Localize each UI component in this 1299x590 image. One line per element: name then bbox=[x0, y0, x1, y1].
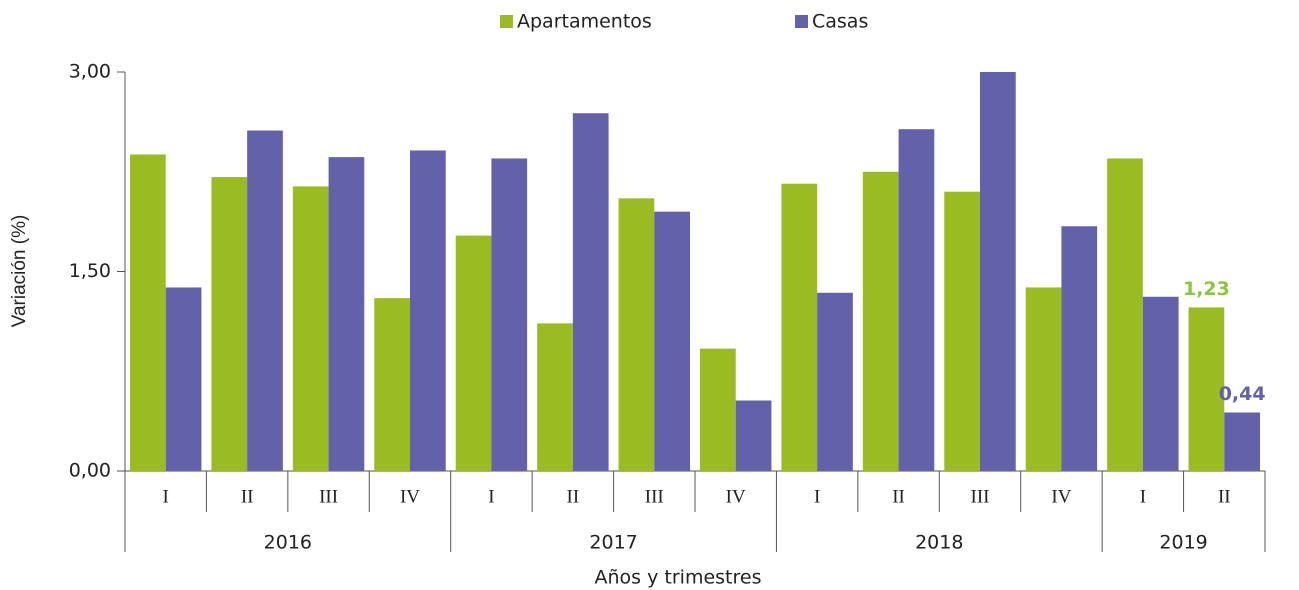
legend-label: Casas bbox=[812, 11, 868, 33]
bar bbox=[898, 129, 935, 471]
bar bbox=[1025, 287, 1062, 471]
bar bbox=[700, 348, 736, 471]
bar bbox=[735, 400, 772, 471]
bar bbox=[211, 177, 248, 471]
bar bbox=[944, 191, 980, 471]
x-tick-label: I bbox=[1140, 486, 1146, 507]
x-tick-label: IV bbox=[400, 486, 420, 507]
data-label: 1,23 bbox=[1183, 278, 1230, 300]
x-tick-label: I bbox=[814, 486, 820, 507]
legend-label: Apartamentos bbox=[517, 11, 652, 33]
bar bbox=[165, 287, 202, 471]
x-tick-label: III bbox=[645, 486, 664, 507]
bar bbox=[247, 130, 283, 471]
x-tick-label: IV bbox=[726, 486, 746, 507]
bar bbox=[781, 183, 818, 471]
bar bbox=[1142, 296, 1179, 471]
bar bbox=[1224, 412, 1260, 471]
bar bbox=[1061, 226, 1098, 471]
y-tick-label: 0,00 bbox=[69, 460, 111, 482]
x-tick-label: II bbox=[892, 486, 905, 507]
bar bbox=[618, 198, 655, 471]
bar bbox=[862, 171, 899, 471]
bar bbox=[374, 298, 410, 471]
group-label: 2017 bbox=[589, 532, 637, 554]
x-tick-label: I bbox=[488, 486, 494, 507]
legend-swatch bbox=[795, 15, 808, 28]
bar bbox=[410, 150, 446, 471]
bar bbox=[817, 292, 853, 471]
bar bbox=[491, 158, 528, 471]
bar bbox=[1188, 307, 1225, 471]
y-tick-label: 1,50 bbox=[69, 260, 111, 282]
group-label: 2016 bbox=[264, 532, 312, 554]
x-tick-label: I bbox=[163, 486, 169, 507]
data-label: 0,44 bbox=[1219, 383, 1266, 405]
bar bbox=[328, 157, 365, 471]
group-label: 2019 bbox=[1159, 532, 1207, 554]
x-tick-label: II bbox=[1218, 486, 1231, 507]
x-tick-label: III bbox=[971, 486, 990, 507]
x-tick-label: II bbox=[241, 486, 254, 507]
bar bbox=[130, 154, 166, 471]
bar bbox=[1107, 158, 1143, 471]
bar bbox=[292, 186, 329, 471]
x-axis-title: Años y trimestres bbox=[595, 567, 762, 589]
bar bbox=[572, 113, 609, 471]
x-tick-label: III bbox=[319, 486, 338, 507]
x-tick-label: II bbox=[567, 486, 580, 507]
legend-swatch bbox=[500, 15, 513, 28]
group-label: 2018 bbox=[915, 532, 963, 554]
bar bbox=[537, 323, 573, 471]
bar bbox=[980, 72, 1016, 471]
bar bbox=[455, 235, 492, 471]
y-axis-title: Variación (%) bbox=[9, 215, 30, 328]
x-tick-label: IV bbox=[1051, 486, 1071, 507]
bar bbox=[654, 211, 690, 471]
y-tick-label: 3,00 bbox=[69, 61, 111, 83]
